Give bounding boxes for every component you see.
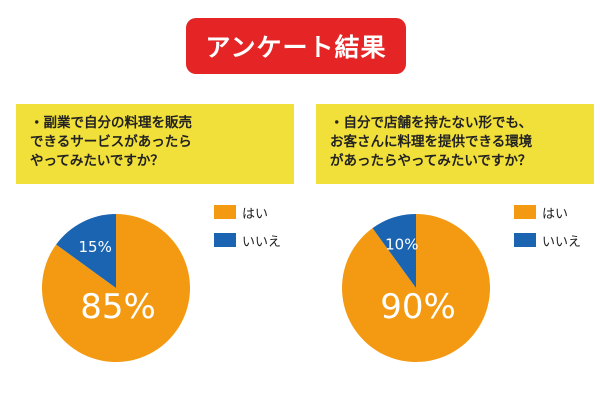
legend-item-yes: はい — [214, 202, 281, 222]
survey-title: アンケート結果 — [186, 18, 406, 74]
legend-label-yes: はい — [242, 206, 269, 222]
legend-label-yes: はい — [542, 206, 569, 222]
pie-label-yes: 85% — [80, 287, 156, 327]
pie-label-no: 10% — [385, 235, 418, 253]
pie-label-yes: 90% — [380, 287, 456, 327]
legend-item-no: いいえ — [514, 230, 581, 250]
legend-2: はい いいえ — [514, 202, 581, 258]
question-2-line-1: ・自分で店舗を持たない形でも、 — [330, 115, 533, 131]
survey-panel-2: ・自分で店舗を持たない形でも、 お客さんに料理を提供できる環境 があったらやって… — [316, 104, 594, 384]
pie-slice-yes — [41, 214, 190, 362]
legend-1: はい いいえ — [214, 202, 281, 258]
legend-swatch-no — [214, 233, 236, 247]
legend-swatch-no — [514, 233, 536, 247]
survey-panel-1: ・副業で自分の料理を販売 できるサービスがあったら やってみたいですか？ 85%… — [16, 104, 294, 384]
question-1-line-2: できるサービスがあったら — [30, 134, 192, 150]
question-2-line-3: があったらやってみたいですか？ — [330, 153, 532, 169]
pie-chart-2: 90% 10% — [342, 214, 490, 362]
legend-item-yes: はい — [514, 202, 581, 222]
question-box-2: ・自分で店舗を持たない形でも、 お客さんに料理を提供できる環境 があったらやって… — [316, 104, 594, 184]
pie-label-no: 15% — [78, 238, 111, 256]
pie-slice-no — [372, 214, 416, 288]
pie-slice-no — [56, 214, 116, 288]
legend-label-no: いいえ — [242, 234, 282, 250]
question-box-1: ・副業で自分の料理を販売 できるサービスがあったら やってみたいですか？ — [16, 104, 294, 184]
legend-swatch-yes — [214, 205, 236, 219]
legend-swatch-yes — [514, 205, 536, 219]
question-1-line-3: やってみたいですか？ — [30, 153, 164, 169]
legend-item-no: いいえ — [214, 230, 281, 250]
pie-chart-1: 85% 15% — [41, 214, 190, 362]
question-1-line-1: ・副業で自分の料理を販売 — [30, 115, 192, 131]
question-2-line-2: お客さんに料理を提供できる環境 — [330, 134, 533, 150]
legend-label-no: いいえ — [542, 234, 582, 250]
